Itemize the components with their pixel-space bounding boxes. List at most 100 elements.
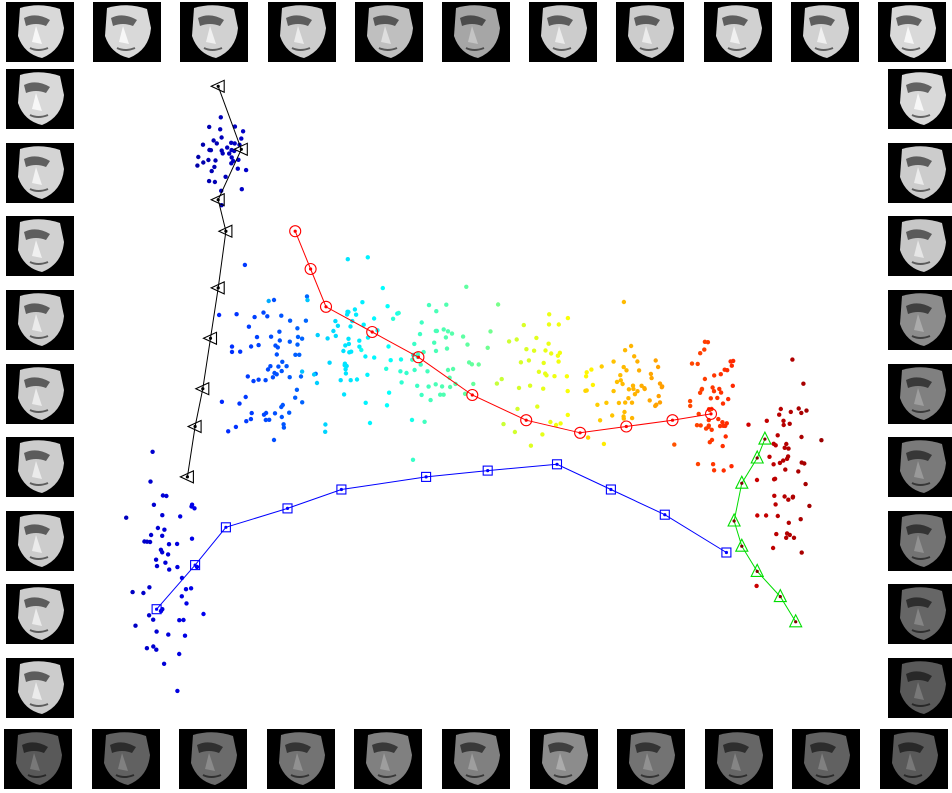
trajectory-point-2-3 [324, 305, 327, 308]
trajectory-point-1-2 [240, 148, 243, 151]
scatter-point [223, 175, 227, 179]
scatter-point [155, 564, 159, 568]
scatter-point [541, 387, 545, 391]
scatter-point [175, 565, 179, 569]
scatter-point [444, 335, 448, 339]
scatter-point [731, 384, 735, 388]
scatter-point [771, 546, 775, 550]
scatter-point [385, 304, 389, 308]
scatter-point [534, 336, 538, 340]
scatter-point [280, 415, 284, 419]
scatter-point [434, 349, 438, 353]
scatter-point [422, 420, 426, 424]
scatter-point [151, 644, 155, 648]
scatter-point [584, 374, 588, 378]
scatter-point [386, 344, 390, 348]
scatter-point [398, 369, 402, 373]
scatter-point [225, 145, 229, 149]
scatter-point [782, 494, 786, 498]
scatter-point [513, 430, 517, 434]
scatter-point [184, 601, 188, 605]
scatter-point [698, 351, 702, 355]
scatter-point [267, 299, 271, 303]
scatter-point [151, 618, 155, 622]
scatter-point [384, 367, 388, 371]
scatter-point [372, 355, 376, 359]
scatter-point [372, 316, 376, 320]
scatter-point [365, 373, 369, 377]
scatter-point [471, 382, 475, 386]
scatter-point [529, 444, 533, 448]
scatter-point [790, 357, 794, 361]
scatter-point [620, 382, 624, 386]
scatter-point [779, 407, 783, 411]
scatter-point [789, 410, 793, 414]
scatter-point [323, 422, 327, 426]
scatter-point [778, 461, 782, 465]
scatter-point [411, 458, 415, 462]
scatter-point [287, 411, 291, 415]
scatter-point [364, 401, 368, 405]
scatter-point [280, 369, 284, 373]
trajectory-lines-layer [152, 80, 802, 627]
scatter-point [782, 423, 786, 427]
scatter-point [434, 382, 438, 386]
scatter-point [363, 354, 367, 358]
scatter-point [333, 319, 337, 323]
scatter-point [495, 381, 499, 385]
scatter-point [346, 337, 350, 341]
scatter-point [293, 353, 297, 357]
scatter-point [558, 421, 562, 425]
trajectory-point-1-4 [224, 230, 227, 233]
scatter-point [281, 422, 285, 426]
trajectory-point-2-2 [309, 267, 312, 270]
scatter-point [346, 257, 350, 261]
scatter-point [700, 387, 704, 391]
scatter-point [276, 364, 280, 368]
scatter-point [249, 417, 253, 421]
scatter-point [229, 141, 233, 145]
scatter-point [630, 401, 634, 405]
scatter-point [181, 618, 185, 622]
trajectory-point-1-5 [217, 286, 220, 289]
scatter-point [712, 389, 716, 393]
scatter-point [264, 411, 268, 415]
trajectory-point-3-8 [555, 463, 558, 466]
scatter-point [627, 387, 631, 391]
scatter-point [250, 411, 254, 415]
scatter-point [265, 314, 269, 318]
scatter-point [239, 136, 243, 140]
scatter-point [300, 337, 304, 341]
scatter-point [633, 392, 637, 396]
scatter-point [755, 513, 759, 517]
scatter-point [446, 329, 450, 333]
scatter-point [207, 179, 211, 183]
scatter-point [399, 380, 403, 384]
scatter-point [773, 477, 777, 481]
scatter-point [783, 446, 787, 450]
scatter-point [163, 561, 167, 565]
scatter-point [585, 370, 589, 374]
scatter-point [549, 351, 553, 355]
scatter-point [241, 129, 245, 133]
scatter-point [391, 317, 395, 321]
scatter-point [230, 344, 234, 348]
scatter-point [280, 360, 284, 364]
scatter-point [336, 324, 340, 328]
scatter-point [566, 389, 570, 393]
scatter-point [277, 330, 281, 334]
scatter-point [535, 404, 539, 408]
trajectory-line-3 [157, 464, 727, 609]
trajectory-point-3-6 [425, 475, 428, 478]
scatter-point [722, 468, 726, 472]
scatter-point [415, 384, 419, 388]
scatter-point [339, 378, 343, 382]
scatter-point [784, 536, 788, 540]
scatter-point [477, 362, 481, 366]
trajectory-point-1-7 [201, 387, 204, 390]
scatter-point [630, 416, 634, 420]
trajectory-point-2-11 [709, 412, 712, 415]
scatter-point [210, 169, 214, 173]
scatter-point [799, 435, 803, 439]
scatter-point [190, 537, 194, 541]
